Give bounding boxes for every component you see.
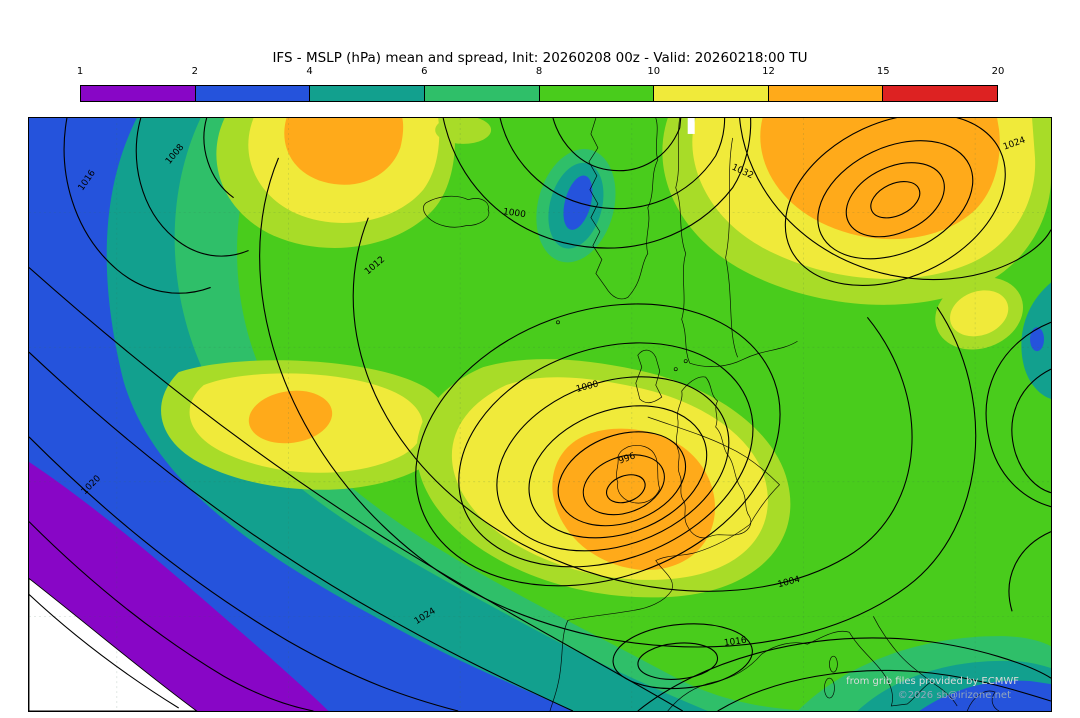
coastline-layer xyxy=(423,118,1000,711)
coastline-great-britain xyxy=(675,376,752,539)
tick-label: 2 xyxy=(191,66,198,77)
isobar-topleft xyxy=(63,118,211,294)
coastline-denmark xyxy=(635,349,663,403)
spread-region-blue-br xyxy=(919,680,1051,711)
isobar-ring xyxy=(557,431,687,527)
spread-patch-orange-topleft xyxy=(284,118,404,185)
isobar-bottom xyxy=(717,669,1051,711)
coastline-mediterranean xyxy=(667,630,850,711)
colorbar-segment xyxy=(654,86,769,101)
isobar-band xyxy=(29,593,179,709)
coastline-orkney xyxy=(673,367,678,372)
spread-band-blue xyxy=(29,118,573,711)
tick-label: 12 xyxy=(762,66,775,77)
isobar-high-ring xyxy=(845,162,945,238)
isobar-iberia-ring xyxy=(637,642,719,680)
spread-patch-yellow-right xyxy=(950,290,1009,337)
tick-label: 1 xyxy=(76,66,84,77)
colorbar-segment xyxy=(424,86,540,101)
coastline-iberia xyxy=(549,609,634,711)
attribution-source: from grib files provided by ECMWF xyxy=(846,676,1019,687)
spread-patch-orange-topright xyxy=(760,118,1000,240)
isobar-label: 1000 xyxy=(502,207,526,220)
colorbar-segment xyxy=(883,86,997,101)
forecast-map: 1016 1008 1000 1032 1024 1020 1024 1016 … xyxy=(28,117,1052,712)
isobar-high-ring xyxy=(817,140,974,260)
tick-label: 8 xyxy=(535,66,543,77)
coastline-bothnia xyxy=(725,137,738,358)
isobar-ring xyxy=(528,405,708,539)
coastline-corsica xyxy=(829,655,838,673)
contour-layer xyxy=(29,118,1051,711)
isobar-band xyxy=(29,351,574,711)
isobar-band xyxy=(29,436,459,711)
coastline-iceland xyxy=(423,195,490,228)
isobar-right xyxy=(1011,368,1051,494)
tick-label: 15 xyxy=(876,66,890,77)
spread-patch-orange-centerleft xyxy=(248,390,333,444)
isobar-trough xyxy=(442,118,752,249)
top-edge-marker xyxy=(687,118,695,134)
tick-label: 20 xyxy=(991,66,1005,77)
spread-spot-yellowgreen-top xyxy=(435,118,492,144)
colorbar-segment xyxy=(195,86,311,101)
colorbar-ticks: 1 2 4 6 8 10 12 15 20 xyxy=(76,66,1005,80)
colorbar-segment xyxy=(539,86,655,101)
isobar-high-ring xyxy=(870,181,921,219)
spread-colorbar xyxy=(80,85,998,102)
coastline-shetland xyxy=(683,359,688,364)
coastline-sardinia xyxy=(824,677,835,699)
coastline-sweden xyxy=(675,118,691,364)
isobar-ring xyxy=(496,376,730,552)
attribution-copyright: ©2026 sb@irizone.net xyxy=(897,690,1011,701)
coastline-north-sea-continent xyxy=(647,416,781,525)
isobar-band xyxy=(29,267,683,711)
isobar-sweep xyxy=(259,157,977,648)
isobar-right xyxy=(985,321,1051,508)
isobar-topleft xyxy=(135,118,249,257)
isobar-label: 1016 xyxy=(723,636,747,649)
isobar-ring xyxy=(458,342,754,568)
colorbar-segment xyxy=(81,86,196,101)
isobar-ring xyxy=(415,303,781,587)
coastline-balkans xyxy=(931,681,1000,711)
tick-label: 4 xyxy=(306,66,313,77)
isobar-high-outer xyxy=(739,118,1051,280)
spread-spot-blue-right xyxy=(1030,327,1045,352)
isobar-high-ring xyxy=(784,118,1006,287)
coastline-baltic-shore xyxy=(689,340,798,367)
isobar-trough xyxy=(552,118,682,172)
coastline-faroe xyxy=(556,320,560,325)
colorbar-segment xyxy=(310,86,425,101)
coastline-italy xyxy=(849,616,932,707)
isobar-ring xyxy=(606,474,646,504)
isobar-trough xyxy=(499,118,726,210)
tick-label: 10 xyxy=(647,66,661,77)
isobar-topleft xyxy=(203,118,234,199)
spread-fill-layer xyxy=(29,118,1051,711)
isobar-band xyxy=(29,521,314,711)
tick-label: 6 xyxy=(421,66,428,77)
isobar-sweep xyxy=(352,217,913,592)
chart-title: IFS - MSLP (hPa) mean and spread, Init: … xyxy=(272,50,808,66)
no-data-wedge xyxy=(29,577,198,711)
isobar-ring xyxy=(582,454,665,516)
isobar-iberia-ring xyxy=(612,623,753,690)
coastline-france-biscay xyxy=(633,524,750,611)
isobar-right xyxy=(1008,531,1051,612)
graticule-layer xyxy=(29,118,1051,711)
map-canvas: 1016 1008 1000 1032 1024 1020 1024 1016 … xyxy=(29,118,1051,711)
colorbar-segment xyxy=(768,86,884,101)
coastline-norway xyxy=(588,118,659,300)
